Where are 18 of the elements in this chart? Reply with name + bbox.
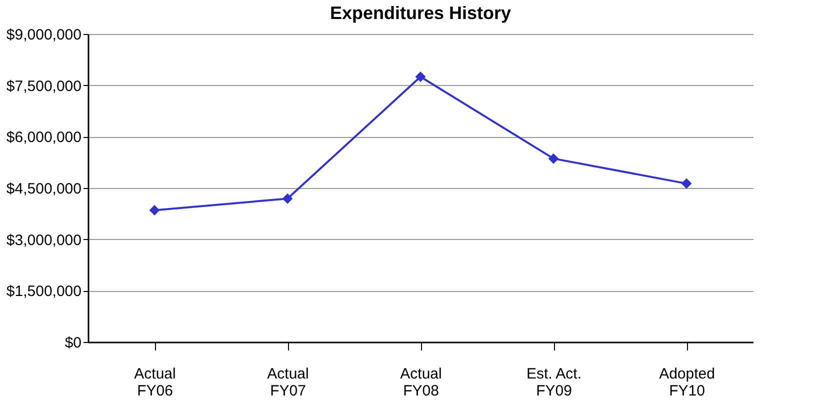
x-tick-label: Est. Act. FY09 bbox=[526, 366, 582, 400]
y-tick-label: $1,500,000 bbox=[6, 283, 82, 300]
y-tick-label: $9,000,000 bbox=[6, 26, 82, 44]
y-tick-label: $6,000,000 bbox=[6, 129, 82, 146]
point bbox=[548, 153, 559, 164]
point bbox=[681, 178, 692, 189]
y-tick-label: $4,500,000 bbox=[6, 180, 82, 198]
y-tick-label: $0 bbox=[64, 334, 82, 352]
point bbox=[282, 193, 293, 204]
x-tick-label: Actual FY07 bbox=[267, 366, 309, 400]
y-tick-label: $7,500,000 bbox=[6, 78, 82, 95]
y-tick-label: $3,000,000 bbox=[6, 232, 82, 249]
point bbox=[415, 72, 426, 82]
point bbox=[149, 205, 160, 216]
x-tick-label: Actual FY06 bbox=[134, 366, 176, 400]
chart-title: Expenditures History bbox=[330, 3, 512, 23]
x-tick-label: Actual FY08 bbox=[400, 366, 442, 400]
x-tick-label: Adopted FY10 bbox=[659, 366, 715, 400]
